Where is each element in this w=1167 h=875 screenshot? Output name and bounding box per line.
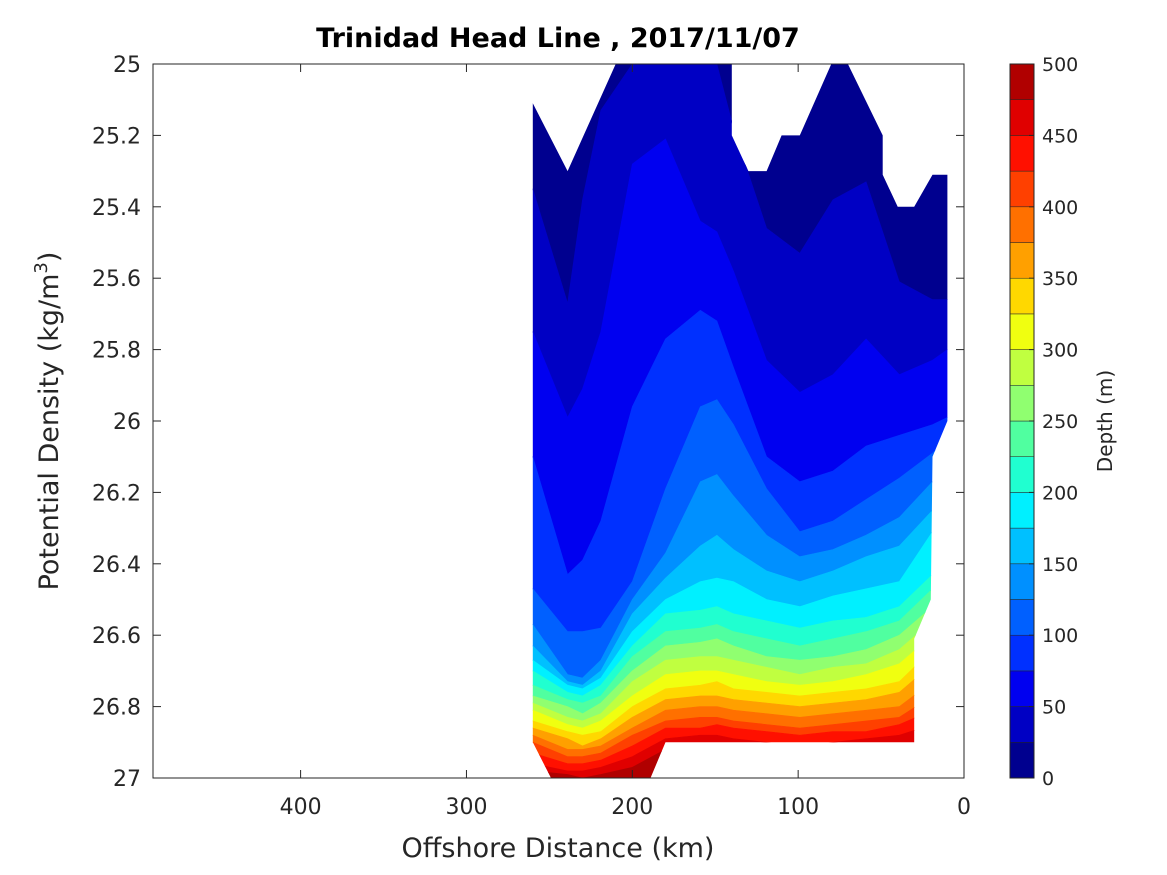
colorbar-swatch-175 — [1009, 492, 1035, 529]
y-tick-label: 25.8 — [92, 339, 141, 364]
axis-ticks: 400 300 200 100 0 25 25.2 25.4 25.6 25.8 26 26.2 26.… — [92, 53, 971, 820]
y-tick-label: 26.2 — [92, 481, 141, 506]
colorbar-tick-label: 150 — [1042, 554, 1078, 576]
colorbar-swatch-475 — [1009, 63, 1035, 100]
colorbar-swatch-75 — [1009, 634, 1035, 672]
x-tick-label: 400 — [280, 795, 322, 820]
colorbar-swatch-350 — [1009, 242, 1035, 279]
colorbar-swatch-275 — [1009, 349, 1035, 386]
colorbar-tick-label: 500 — [1042, 54, 1078, 76]
colorbar-swatch-325 — [1009, 277, 1035, 315]
x-axis-label: Offshore Distance (km) — [402, 833, 715, 864]
y-tick-label: 25.2 — [92, 124, 141, 149]
x-tick-label: 100 — [777, 795, 819, 820]
contour-band-0-25 — [532, 64, 948, 304]
y-tick-label: 26.6 — [92, 624, 141, 649]
axes-frame — [152, 63, 965, 779]
colorbar-tick-label: 50 — [1042, 697, 1066, 719]
colorbar-tick-label: 300 — [1042, 340, 1078, 362]
y-axis-label-suffix: ) — [34, 252, 65, 263]
colorbar-tick-label: 250 — [1042, 411, 1078, 433]
colorbar-swatch-375 — [1009, 206, 1035, 243]
y-tick-label: 25 — [113, 53, 141, 78]
colorbar-swatch-400 — [1009, 170, 1035, 208]
y-tick-label: 26 — [113, 410, 141, 435]
colorbar-swatch-125 — [1009, 563, 1035, 600]
colorbar-swatch-200 — [1009, 456, 1035, 493]
colorbar-swatch-450 — [1009, 99, 1035, 136]
y-tick-label: 25.6 — [92, 267, 141, 292]
colorbar-tick-label: 0 — [1042, 768, 1054, 790]
x-tick-label: 300 — [445, 795, 487, 820]
y-axis-label: Potential Density (kg/m3) — [31, 252, 65, 591]
colorbar-swatch-425 — [1009, 135, 1035, 172]
y-tick-label: 26.8 — [92, 696, 141, 721]
y-tick-label: 25.4 — [92, 196, 141, 221]
colorbar-swatch-225 — [1009, 420, 1035, 457]
colorbar-swatch-300 — [1009, 313, 1035, 350]
colorbar-tick-label: 350 — [1042, 268, 1078, 290]
colorbar-tick-label: 200 — [1042, 482, 1078, 504]
colorbar: 0 50 100 150 200 250 300 350 400 450 500 — [1009, 54, 1078, 790]
colorbar-swatch-50 — [1009, 670, 1035, 707]
colorbar-swatch-250 — [1009, 385, 1035, 422]
colorbar-swatch-25 — [1009, 706, 1035, 743]
chart-title: Trinidad Head Line , 2017/11/07 — [316, 23, 800, 54]
colorbar-tick-label: 100 — [1042, 625, 1078, 647]
colorbar-tick-label: 450 — [1042, 125, 1078, 147]
y-axis-label-main: Potential Density (kg/m — [34, 274, 65, 591]
colorbar-swatch-100 — [1009, 599, 1035, 636]
colorbar-swatch-0 — [1009, 742, 1035, 779]
colorbar-label: Depth (m) — [1093, 370, 1117, 472]
x-tick-label: 200 — [611, 795, 653, 820]
y-axis-label-superscript: 3 — [31, 262, 52, 273]
y-tick-label: 26.4 — [92, 553, 141, 578]
colorbar-swatch-150 — [1009, 527, 1035, 565]
x-tick-label: 0 — [957, 795, 971, 820]
y-tick-label: 27 — [113, 767, 141, 792]
colorbar-tick-label: 400 — [1042, 197, 1078, 219]
